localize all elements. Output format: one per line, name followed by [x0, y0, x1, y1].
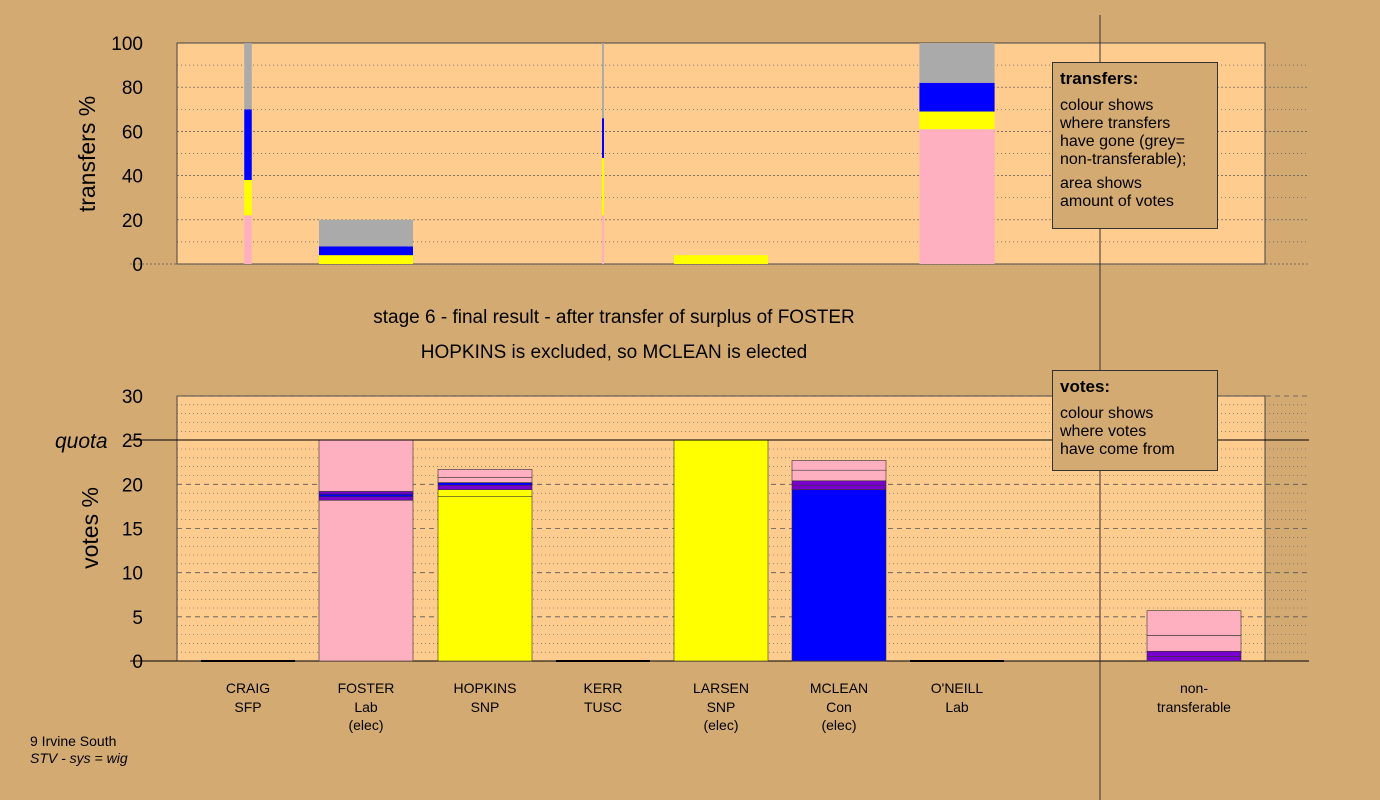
- candidate-name: LARSEN: [693, 680, 749, 696]
- transfer-bar-segment: [919, 111, 995, 130]
- candidate-party: Con: [826, 699, 852, 715]
- transfer-bar-segment: [602, 118, 604, 158]
- vote-bar-segment: [437, 484, 533, 490]
- vote-bar-segment: [318, 491, 414, 495]
- y-tick-label: 80: [122, 78, 143, 99]
- y-tick-label: 15: [122, 520, 143, 541]
- vote-bar-segment: [673, 439, 769, 662]
- transfer-bar-segment: [919, 129, 995, 264]
- votes-legend-title: votes:: [1060, 377, 1111, 396]
- candidate-status: (elec): [703, 717, 738, 733]
- vote-bar-segment: [437, 476, 533, 483]
- system-label: STV - sys = wig: [30, 750, 128, 766]
- y-tick-label: 60: [122, 122, 143, 143]
- footer: 9 Irvine South STV - sys = wig: [30, 733, 128, 767]
- vote-bar-segment: [791, 484, 887, 490]
- votes-y-axis-label: votes %: [77, 487, 103, 569]
- vote-bar-segment: [1146, 635, 1242, 652]
- candidate-name: non-: [1180, 680, 1208, 696]
- transfers-legend-line: colour shows: [1060, 97, 1154, 114]
- constituency-label: 9 Irvine South: [30, 733, 117, 749]
- votes-bars: [201, 439, 1242, 662]
- candidate-name: KERR: [584, 680, 623, 696]
- y-tick-label: 20: [122, 211, 143, 232]
- quota-label: quota: [55, 430, 108, 453]
- transfers-legend-line: area shows: [1060, 175, 1142, 192]
- vote-bar-segment: [437, 489, 533, 497]
- transfers-legend-title: transfers:: [1060, 69, 1139, 88]
- candidate-name: CRAIG: [226, 680, 270, 696]
- votes-legend-line: colour shows: [1060, 405, 1154, 422]
- candidate-name: MCLEAN: [810, 680, 868, 696]
- candidate-party: SNP: [471, 699, 500, 715]
- candidate-party: Lab: [354, 699, 378, 715]
- votes-y-ticks: 0 5 10 15 20 25 30: [122, 387, 143, 673]
- y-tick-label: 40: [122, 167, 143, 188]
- transfer-bar-segment: [319, 246, 413, 256]
- candidate-labels: CRAIG SFP FOSTER Lab (elec) HOPKINS SNP KERR TUS…: [226, 680, 1231, 733]
- transfer-bar-segment: [244, 109, 252, 181]
- transfers-legend: transfers: colour shows where transfers …: [1052, 62, 1218, 229]
- vote-bar-segment: [318, 439, 414, 492]
- transfer-bar-segment: [602, 215, 604, 264]
- vote-bar-segment: [437, 496, 533, 662]
- vote-bar-segment: [1146, 650, 1242, 657]
- votes-legend: votes: colour shows where votes have com…: [1052, 370, 1218, 471]
- vote-bar-segment: [791, 489, 887, 662]
- vote-bar-segment: [318, 493, 414, 497]
- transfer-bar-segment: [244, 43, 252, 110]
- transfers-y-axis-label: transfers %: [74, 96, 100, 212]
- transfers-legend-line: non-transferable);: [1060, 151, 1187, 168]
- candidate-status: (elec): [348, 717, 383, 733]
- vote-bar-segment: [318, 499, 414, 662]
- transfer-bar-segment: [674, 255, 768, 264]
- y-tick-label: 0: [132, 652, 143, 673]
- transfers-bars: [244, 43, 995, 264]
- candidate-party: TUSC: [584, 699, 622, 715]
- y-tick-label: 0: [132, 255, 143, 276]
- vote-bar-segment: [791, 469, 887, 482]
- vote-bar-segment: [791, 460, 887, 471]
- y-tick-label: 10: [122, 564, 143, 585]
- candidate-status: (elec): [821, 717, 856, 733]
- vote-bar-segment: [437, 482, 533, 486]
- transfer-bar-segment: [919, 82, 995, 112]
- vote-bar-segment: [791, 480, 887, 486]
- votes-legend-line: where votes: [1060, 423, 1147, 440]
- caption-line-2: HOPKINS is excluded, so MCLEAN is electe…: [421, 342, 808, 363]
- vote-bar-segment: [318, 496, 414, 501]
- candidate-party: Lab: [945, 699, 969, 715]
- votes-chart: 0 5 10 15 20 25 30 quota votes % CRAIG SFP FOSTE…: [55, 387, 1309, 733]
- candidate-name: FOSTER: [338, 680, 395, 696]
- vote-bar-segment: [1146, 656, 1242, 662]
- votes-legend-line: have come from: [1060, 441, 1175, 458]
- y-tick-label: 100: [111, 34, 143, 55]
- candidate-name: O'NEILL: [931, 680, 984, 696]
- transfers-legend-line: amount of votes: [1060, 193, 1174, 210]
- y-tick-label: 30: [122, 387, 143, 408]
- candidate-name: HOPKINS: [453, 680, 516, 696]
- transfer-bar-segment: [319, 255, 413, 264]
- transfer-bar-segment: [602, 157, 604, 216]
- candidate-party: SFP: [234, 699, 261, 715]
- y-tick-label: 25: [122, 431, 143, 452]
- transfer-bar-segment: [602, 43, 604, 119]
- y-tick-label: 20: [122, 475, 143, 496]
- transfers-legend-line: where transfers: [1060, 115, 1171, 132]
- transfers-y-ticks: 0 20 40 60 80 100: [111, 34, 143, 276]
- vote-bar-segment: [1146, 610, 1242, 636]
- vote-bar-segment: [437, 469, 533, 478]
- transfers-legend-line: have gone (grey=: [1060, 133, 1185, 150]
- transfer-bar-segment: [244, 215, 252, 264]
- caption-line-1: stage 6 - final result - after transfer …: [373, 307, 855, 328]
- transfer-bar-segment: [244, 180, 252, 216]
- y-tick-label: 5: [132, 608, 143, 629]
- transfer-bar-segment: [919, 43, 995, 83]
- candidate-party: transferable: [1157, 699, 1231, 715]
- transfer-bar-segment: [319, 219, 413, 247]
- candidate-party: SNP: [707, 699, 736, 715]
